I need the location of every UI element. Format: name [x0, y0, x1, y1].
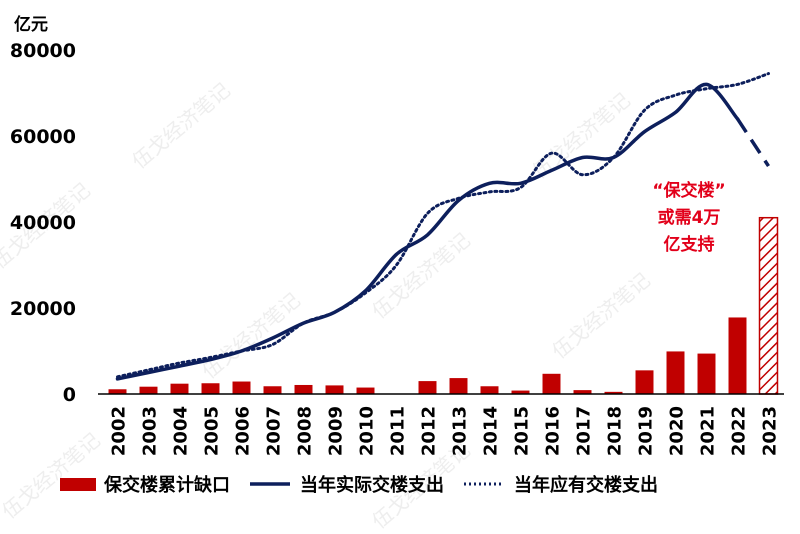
x-tick-label: 2008 — [295, 406, 316, 456]
bar — [728, 317, 747, 394]
legend: 保交楼累计缺口 当年实际交楼支出 当年应有交楼支出 — [60, 468, 676, 500]
bar — [697, 353, 716, 394]
bar — [201, 383, 220, 394]
legend-swatch-solid-line — [250, 482, 290, 486]
series-line-actual — [115, 82, 740, 381]
x-tick-label: 2007 — [264, 406, 285, 456]
x-tick-label: 2012 — [419, 406, 440, 456]
x-tick-label: 2018 — [605, 406, 626, 456]
bailout-annotation: “保交楼” 或需4万 亿支持 — [624, 178, 754, 259]
x-tick-label: 2017 — [574, 406, 595, 456]
bar — [139, 386, 158, 394]
bar — [170, 383, 189, 394]
x-tick-label: 2004 — [171, 406, 192, 456]
x-tick-label: 2003 — [140, 406, 161, 456]
x-tick-label: 2021 — [698, 406, 719, 456]
bar — [108, 389, 127, 394]
annotation-line-3: 亿支持 — [663, 235, 715, 255]
x-tick-label: 2010 — [357, 406, 378, 456]
bar — [480, 386, 499, 394]
y-tick-label: 60000 — [10, 126, 76, 148]
x-tick-label: 2019 — [636, 406, 657, 456]
bar — [511, 390, 530, 394]
x-tick-label: 2006 — [233, 406, 254, 456]
x-tick-label: 2009 — [326, 406, 347, 456]
bar — [573, 390, 592, 394]
legend-swatch-dotted-line — [464, 482, 504, 486]
x-tick-label: 2002 — [109, 406, 130, 456]
y-tick-label: 80000 — [10, 40, 76, 62]
annotation-line-2: 或需4万 — [657, 208, 721, 228]
y-tick-label: 0 — [63, 384, 76, 406]
chart: 0 20000 40000 60000 80000 2002 2003 2004 2005 20… — [10, 40, 784, 456]
bar — [325, 385, 344, 394]
x-tick-label: 2013 — [450, 406, 471, 456]
bar — [418, 381, 437, 394]
legend-label-required: 当年应有交楼支出 — [514, 475, 658, 496]
legend-item-gap: 保交楼累计缺口 — [60, 471, 230, 497]
bar — [263, 386, 282, 394]
bar — [758, 216, 779, 395]
x-tick-label: 2015 — [512, 406, 533, 456]
y-axis-unit-label: 亿元 — [14, 15, 48, 35]
legend-swatch-bar — [60, 477, 96, 491]
bar — [232, 381, 251, 394]
legend-label-actual: 当年实际交楼支出 — [300, 475, 444, 496]
x-tick-label: 2014 — [481, 406, 502, 456]
annotation-line-1: “保交楼” — [652, 181, 726, 201]
bar — [294, 384, 313, 394]
bar — [604, 391, 623, 394]
y-tick-label: 40000 — [10, 212, 76, 234]
bar — [356, 387, 375, 394]
bar — [666, 351, 685, 394]
legend-item-required: 当年应有交楼支出 — [462, 471, 658, 497]
series-line-actual-projection — [736, 117, 770, 168]
x-tick-label: 2011 — [388, 406, 409, 456]
bar — [542, 373, 561, 394]
y-tick-label: 20000 — [10, 298, 76, 320]
legend-label-gap: 保交楼累计缺口 — [104, 475, 230, 496]
x-tick-label: 2005 — [202, 406, 223, 456]
bar — [635, 370, 654, 394]
x-tick-label: 2016 — [543, 406, 564, 456]
legend-item-actual: 当年实际交楼支出 — [248, 471, 444, 497]
x-tick-label: 2020 — [667, 406, 688, 456]
x-tick-label: 2022 — [729, 406, 750, 456]
bar — [449, 378, 468, 394]
x-tick-label: 2023 — [760, 406, 781, 456]
